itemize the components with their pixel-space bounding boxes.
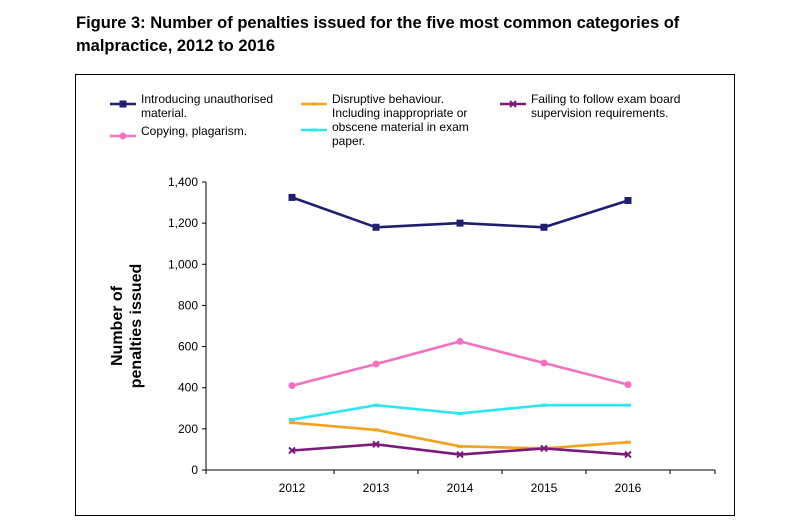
legend: Introducing unauthorised material. Copying…	[110, 92, 680, 148]
data-point	[624, 381, 632, 389]
data-point	[373, 403, 379, 407]
legend-label-line: material.	[141, 106, 187, 120]
data-point	[456, 450, 464, 459]
x-tick-label: 2016	[615, 481, 642, 495]
y-tick-label: 200	[178, 422, 198, 436]
data-point	[372, 440, 380, 448]
data-point-stroke	[288, 446, 296, 455]
data-point	[540, 223, 548, 231]
series-2	[289, 421, 631, 450]
axes: 0 200 400 600 800 1,000 1,200 1,400 2012 2013 2014…	[109, 175, 716, 495]
data-point	[289, 421, 295, 425]
data-point	[456, 337, 464, 345]
y-tick-label: 0	[191, 463, 198, 477]
legend-label: Failing to follow exam board supervision …	[531, 92, 680, 120]
data-point-stroke	[372, 440, 380, 448]
data-point	[540, 444, 548, 453]
legend-entry-3: Failing to follow exam board supervision …	[500, 92, 680, 120]
data-point	[119, 132, 127, 140]
legend-entry-0: Introducing unauthorised material.	[110, 92, 273, 120]
data-point-stroke	[509, 100, 517, 108]
y-tick-label: 400	[178, 381, 198, 395]
y-axis-label: Number of penalties issued	[109, 264, 145, 389]
legend-label-line: Failing to follow exam board	[531, 92, 680, 106]
data-point	[372, 360, 380, 368]
legend-label: Copying, plagarism.	[141, 124, 247, 138]
legend-label-line: paper.	[332, 134, 365, 148]
plot-area	[288, 193, 632, 459]
series-0	[288, 193, 632, 231]
y-tick-label: 1,200	[168, 216, 198, 230]
legend-label-line: supervision requirements.	[531, 106, 668, 120]
data-point	[624, 450, 632, 459]
data-point	[373, 428, 379, 432]
data-point	[288, 446, 296, 455]
data-point-stroke	[456, 450, 464, 459]
data-point	[288, 382, 296, 390]
x-tick-label: 2012	[279, 481, 306, 495]
y-axis-label-line: penalties issued	[128, 264, 145, 389]
x-tick-label: 2014	[447, 481, 474, 495]
y-tick-label: 600	[178, 340, 198, 354]
data-point	[509, 100, 517, 108]
data-point	[457, 444, 463, 448]
x-tick-label: 2015	[531, 481, 558, 495]
series-line	[291, 421, 629, 450]
legend-label: Disruptive behaviour. Including inappropr…	[332, 92, 469, 148]
data-point	[311, 128, 317, 132]
data-point	[456, 219, 464, 227]
legend-label: Introducing unauthorised material.	[141, 92, 273, 120]
data-point	[625, 440, 631, 444]
data-point	[624, 197, 632, 205]
y-axis-label-line: Number of	[109, 285, 126, 366]
legend-entry-2: Disruptive behaviour. Including inappropr…	[301, 92, 469, 148]
x-tick-label: 2013	[363, 481, 390, 495]
data-point	[625, 403, 631, 407]
y-tick-label: 800	[178, 298, 198, 312]
chart-title: Figure 3: Number of penalties issued for…	[76, 12, 776, 58]
data-point-stroke	[624, 450, 632, 459]
data-point	[540, 359, 548, 367]
data-point	[457, 411, 463, 415]
legend-label-line: Introducing unauthorised	[141, 92, 273, 106]
data-point	[372, 223, 380, 231]
series-line	[291, 340, 629, 387]
series-4	[289, 403, 631, 422]
series-3	[288, 440, 632, 459]
y-tick-label: 1,000	[168, 257, 198, 271]
chart-title-line-2: malpractice, 2012 to 2016	[76, 37, 276, 55]
data-point	[119, 100, 127, 108]
series-1	[288, 337, 632, 390]
legend-entry-4	[301, 128, 327, 132]
legend-label-line: Including inappropriate or	[332, 106, 467, 120]
data-point	[541, 403, 547, 407]
chart-title-line-1: Figure 3: Number of penalties issued for…	[76, 14, 680, 32]
legend-entry-1: Copying, plagarism.	[110, 124, 247, 140]
legend-label-line: Copying, plagarism.	[141, 124, 247, 138]
data-point	[311, 102, 317, 106]
legend-label-line: Disruptive behaviour.	[332, 92, 444, 106]
data-point	[289, 418, 295, 422]
data-point	[288, 193, 296, 201]
y-tick-label: 1,400	[168, 175, 198, 189]
legend-label-line: obscene material in exam	[332, 120, 469, 134]
data-point-stroke	[540, 444, 548, 453]
chart-frame	[75, 74, 735, 516]
